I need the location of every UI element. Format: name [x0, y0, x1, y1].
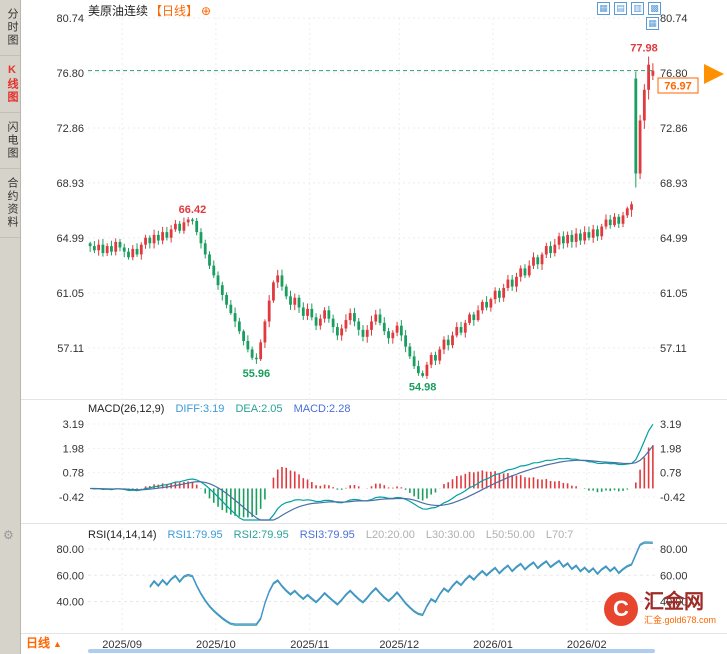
svg-text:77.98: 77.98	[630, 43, 658, 55]
rsi-indicator-header[interactable]: RSI(14,14,14) RSI1:79.95 RSI2:79.95 RSI3…	[88, 529, 581, 541]
svg-text:54.98: 54.98	[409, 382, 437, 394]
macd-macd-value: MACD:2.28	[293, 403, 351, 415]
svg-text:3.19: 3.19	[63, 419, 84, 431]
svg-text:80.74: 80.74	[56, 13, 84, 25]
site-logo: C 汇金网 汇金.gold678.com	[604, 592, 716, 626]
svg-text:2025/09: 2025/09	[102, 639, 142, 651]
svg-text:0.78: 0.78	[660, 468, 681, 480]
add-indicator-icon[interactable]: ⊕	[201, 4, 212, 18]
chart-style-icon-1[interactable]: ▦	[597, 2, 610, 15]
sidebar: 分时图 K线图 闪电图 合约资料	[0, 0, 21, 654]
svg-text:68.93: 68.93	[660, 178, 688, 190]
logo-name: 汇金网	[644, 591, 704, 613]
svg-text:40.00: 40.00	[56, 597, 84, 609]
svg-text:2025/12: 2025/12	[379, 639, 419, 651]
svg-text:1.98: 1.98	[63, 443, 84, 455]
chart-header: 美原油连续 【日线】 ⊕	[88, 2, 211, 19]
logo-icon: C	[604, 592, 638, 626]
chevron-up-icon: ▲	[53, 639, 62, 649]
svg-text:76.80: 76.80	[660, 68, 688, 80]
svg-text:-0.42: -0.42	[660, 492, 685, 504]
svg-text:2026/01: 2026/01	[473, 639, 513, 651]
chart-style-icon-2[interactable]: ▤	[614, 2, 627, 15]
sidebar-item-contract-info[interactable]: 合约资料	[0, 169, 20, 238]
svg-text:3.19: 3.19	[660, 419, 681, 431]
sidebar-item-lightning-chart[interactable]: 闪电图	[0, 113, 20, 169]
svg-text:64.99: 64.99	[660, 233, 688, 245]
svg-text:80.00: 80.00	[56, 544, 84, 556]
svg-text:40.00: 40.00	[660, 597, 688, 609]
rsi-title: RSI(14,14,14)	[88, 529, 157, 541]
chart-style-icon-3[interactable]: ▥	[631, 2, 644, 15]
svg-text:61.05: 61.05	[660, 288, 688, 300]
svg-text:76.80: 76.80	[56, 68, 84, 80]
rsi2-value: RSI2:79.95	[233, 529, 289, 541]
rsi3-value: RSI3:79.95	[299, 529, 355, 541]
svg-text:60.00: 60.00	[56, 570, 84, 582]
period-label: 日线	[26, 636, 51, 650]
rsi-l20-value: L20:20.00	[365, 529, 415, 541]
chart-style-icon-4[interactable]: ▩	[648, 2, 661, 15]
svg-text:80.00: 80.00	[660, 544, 688, 556]
macd-diff-value: DIFF:3.19	[175, 403, 225, 415]
rsi-l50-value: L50:50.00	[485, 529, 535, 541]
chart-style-icon-5[interactable]: ▦	[646, 17, 659, 30]
svg-text:55.96: 55.96	[243, 368, 271, 380]
macd-title: MACD(26,12,9)	[88, 403, 165, 415]
settings-gear-icon[interactable]: ⚙	[3, 528, 14, 542]
logo-site: 汇金.gold678.com	[644, 615, 717, 625]
svg-text:61.05: 61.05	[56, 288, 84, 300]
svg-text:2025/10: 2025/10	[196, 639, 236, 651]
svg-text:57.11: 57.11	[660, 343, 687, 355]
svg-text:76.97: 76.97	[664, 81, 692, 93]
svg-text:72.86: 72.86	[660, 123, 688, 135]
svg-text:72.86: 72.86	[56, 123, 84, 135]
svg-text:64.99: 64.99	[56, 233, 84, 245]
svg-text:2025/11: 2025/11	[290, 639, 329, 651]
sidebar-item-kline-chart[interactable]: K线图	[0, 56, 20, 113]
latest-price-arrow-icon[interactable]	[704, 64, 724, 84]
macd-dea-value: DEA:2.05	[235, 403, 283, 415]
macd-indicator-header[interactable]: MACD(26,12,9) DIFF:3.19 DEA:2.05 MACD:2.…	[88, 403, 358, 415]
svg-text:2026/02: 2026/02	[567, 639, 607, 651]
svg-text:66.42: 66.42	[179, 204, 207, 216]
chart-period-label[interactable]: 【日线】	[150, 4, 199, 18]
svg-text:0.78: 0.78	[63, 468, 84, 480]
sidebar-item-time-chart[interactable]: 分时图	[0, 0, 20, 56]
svg-text:1.98: 1.98	[660, 443, 681, 455]
period-selector[interactable]: 日线 ▲	[26, 634, 62, 651]
rsi-l30-value: L30:30.00	[425, 529, 475, 541]
chart-title: 美原油连续	[88, 4, 149, 18]
rsi-l70-value: L70:7	[545, 529, 574, 541]
svg-text:68.93: 68.93	[56, 178, 84, 190]
horizontal-scrollbar[interactable]	[88, 649, 655, 653]
rsi1-value: RSI1:79.95	[167, 529, 223, 541]
svg-text:80.74: 80.74	[660, 13, 688, 25]
chart-type-toolbar: ▦ ▤ ▥ ▩	[597, 2, 661, 15]
svg-text:-0.42: -0.42	[59, 492, 84, 504]
svg-text:57.11: 57.11	[57, 343, 84, 355]
svg-text:60.00: 60.00	[660, 570, 688, 582]
